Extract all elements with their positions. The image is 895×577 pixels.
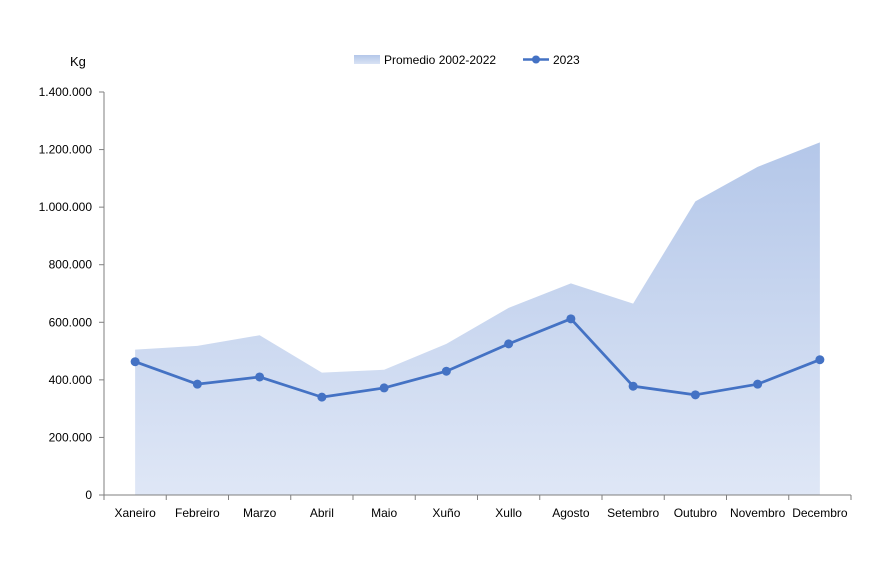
y-tick-label: 1.000.000 xyxy=(39,200,93,214)
x-tick-label: Outubro xyxy=(674,506,718,520)
data-point-2023 xyxy=(628,381,638,391)
y-tick-label: 600.000 xyxy=(49,315,93,329)
y-tick-label: 800.000 xyxy=(49,258,93,272)
data-point-2023 xyxy=(255,372,265,382)
data-point-2023 xyxy=(815,355,825,365)
legend-label-2023: 2023 xyxy=(553,53,580,67)
legend-label-average: Promedio 2002-2022 xyxy=(384,53,496,67)
plot-area: 0 200.000 400.000 600.000 800.000 1.000.000 1.… xyxy=(39,85,852,520)
data-point-2023 xyxy=(441,366,451,376)
data-point-2023 xyxy=(130,357,140,367)
x-tick-label: Xuño xyxy=(432,506,460,520)
x-tick-label: Xaneiro xyxy=(114,506,156,520)
data-point-2023 xyxy=(192,379,202,389)
y-axis-unit-label: Kg xyxy=(70,54,86,69)
data-point-2023 xyxy=(379,383,389,393)
data-point-2023 xyxy=(690,390,700,400)
legend: Promedio 2002-2022 2023 xyxy=(354,53,580,67)
x-tick-label: Setembro xyxy=(607,506,659,520)
data-point-2023 xyxy=(317,392,327,402)
x-tick-label: Marzo xyxy=(243,506,277,520)
y-tick-label: 0 xyxy=(85,488,92,502)
data-point-2023 xyxy=(753,379,763,389)
series-line-2023 xyxy=(134,317,821,399)
y-tick-label: 1.400.000 xyxy=(39,85,93,99)
x-tick-label: Abril xyxy=(310,506,334,520)
y-tick-label: 200.000 xyxy=(49,430,93,444)
legend-swatch-average xyxy=(354,55,380,64)
x-tick-label: Xullo xyxy=(495,506,522,520)
y-tick-label: 400.000 xyxy=(49,373,93,387)
x-tick-label: Decembro xyxy=(792,506,848,520)
y-tick-label: 1.200.000 xyxy=(39,143,93,157)
data-point-2023 xyxy=(566,314,576,324)
legend-marker-2023 xyxy=(532,55,540,64)
data-point-2023 xyxy=(504,339,514,349)
series-area-average xyxy=(135,142,820,495)
x-tick-label: Novembro xyxy=(730,506,786,520)
x-tick-label: Febreiro xyxy=(175,506,220,520)
x-tick-label: Agosto xyxy=(552,506,590,520)
x-tick-label: Maio xyxy=(371,506,397,520)
